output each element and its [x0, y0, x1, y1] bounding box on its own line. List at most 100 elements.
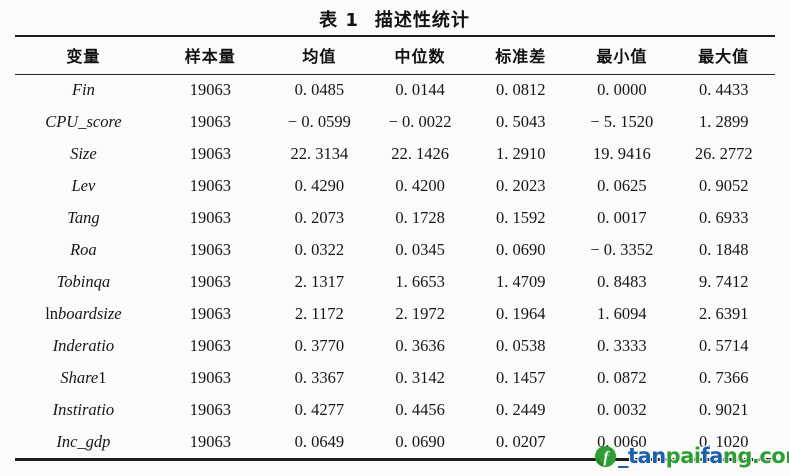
- table-row: Inc_gdp 19063 0. 0649 0. 0690 0. 0207 0. 0060…: [15, 426, 775, 458]
- value-cell: 19063: [189, 80, 231, 100]
- value-cell: 0. 8483: [597, 272, 647, 291]
- value-cell: 0. 2073: [294, 208, 345, 227]
- table-row: Fin 19063 0. 0485 0. 0144 0. 0812 0. 0000 0. 4…: [15, 74, 775, 106]
- variable-name-segment: boardsize: [58, 304, 122, 323]
- value-cell: 0. 1848: [698, 240, 749, 259]
- value-cell: 1. 2910: [496, 144, 546, 163]
- value-cell: 0. 0625: [597, 176, 647, 195]
- value-cell: 0. 0649: [294, 432, 345, 451]
- column-header: 均值: [302, 47, 337, 67]
- value-cell: 0. 7366: [698, 368, 749, 387]
- variable-cell: Inc_gdp: [15, 426, 152, 458]
- value-cell: 0. 1457: [496, 368, 546, 387]
- value-cell: 0. 0322: [294, 240, 345, 259]
- table-number: 表 1: [319, 10, 359, 31]
- watermark-text: _tanpaifang.com: [618, 444, 789, 468]
- value-cell: 1. 4709: [496, 272, 546, 291]
- column-header: 变量: [66, 47, 101, 67]
- table-header-row: 变量 样本量 均值 中位数 标准差 最小值 最大值: [15, 37, 775, 74]
- variable-name-segment: Tobinqa: [56, 272, 111, 291]
- value-cell: 26. 2772: [694, 144, 753, 163]
- variable-name-segment: Tang: [67, 208, 100, 227]
- value-cell: 19063: [189, 144, 231, 163]
- column-header: 标准差: [495, 47, 547, 67]
- value-cell: 0. 0538: [496, 336, 546, 355]
- value-cell: 19063: [189, 208, 231, 227]
- value-cell: 19063: [189, 400, 231, 419]
- value-cell: 0. 3770: [294, 336, 345, 355]
- value-cell: 1. 2899: [698, 112, 749, 131]
- watermark-segment: ng.com: [722, 444, 789, 468]
- value-cell: 2. 6391: [698, 304, 749, 323]
- column-header: 最小值: [596, 47, 648, 67]
- variable-cell: Instiratio: [15, 394, 152, 426]
- value-cell: 0. 4200: [395, 176, 445, 195]
- table-row: Size 19063 22. 3134 22. 1426 1. 2910 19. 9416…: [15, 138, 775, 170]
- value-cell: 0. 0017: [597, 208, 647, 227]
- value-cell: 19. 9416: [592, 144, 651, 163]
- variable-cell: Tang: [15, 202, 152, 234]
- variable-name-segment: Lev: [71, 176, 96, 195]
- variable-name-segment: Share: [60, 368, 99, 387]
- value-cell: 0. 5714: [698, 336, 749, 355]
- value-cell: 0. 3367: [294, 368, 345, 387]
- value-cell: 0. 9021: [698, 400, 749, 419]
- table-row: Instiratio 19063 0. 4277 0. 4456 0. 2449 0. 0…: [15, 394, 775, 426]
- value-cell: 9. 7412: [698, 272, 749, 291]
- value-cell: 19063: [189, 272, 231, 291]
- value-cell: 0. 0690: [496, 240, 546, 259]
- value-cell: 0. 6933: [698, 208, 749, 227]
- variable-cell: Size: [15, 138, 152, 170]
- watermark-segment: fa: [700, 444, 724, 468]
- value-cell: 0. 0345: [395, 240, 445, 259]
- value-cell: − 5. 1520: [590, 112, 654, 131]
- value-cell: 0. 1592: [496, 208, 546, 227]
- variable-cell: Fin: [15, 74, 152, 106]
- table-title: 表 1 描述性统计: [0, 6, 789, 32]
- svg-text:f: f: [603, 448, 610, 465]
- variable-name-segment: Instiratio: [52, 400, 115, 419]
- table-row: lnboardsize 19063 2. 1172 2. 1972 0. 1964 1. …: [15, 298, 775, 330]
- variable-name-segment: Inc_gdp: [56, 432, 111, 451]
- value-cell: 0. 3636: [395, 336, 445, 355]
- value-cell: 0. 0690: [395, 432, 445, 451]
- variable-name-segment: CPU_score: [45, 112, 122, 131]
- value-cell: − 0. 0599: [287, 112, 351, 131]
- value-cell: 1. 6094: [597, 304, 647, 323]
- table-row: Inderatio 19063 0. 3770 0. 3636 0. 0538 0. 33…: [15, 330, 775, 362]
- value-cell: 19063: [189, 432, 231, 451]
- value-cell: 0. 9052: [698, 176, 749, 195]
- variable-name-segment: ln: [45, 304, 59, 323]
- table-title-text: 描述性统计: [374, 10, 470, 31]
- value-cell: 0. 0872: [597, 368, 647, 387]
- variable-cell: CPU_score: [15, 106, 152, 138]
- value-cell: 0. 0000: [597, 80, 647, 100]
- watermark-segment: _tan: [618, 444, 666, 468]
- variable-cell: Lev: [15, 170, 152, 202]
- value-cell: 19063: [189, 336, 231, 355]
- descriptive-stats-table: 变量 样本量 均值 中位数 标准差 最小值 最大值 Fin 19063 0. 0485 0. 01…: [15, 35, 775, 461]
- variable-cell: Tobinqa: [15, 266, 152, 298]
- value-cell: 0. 1964: [496, 304, 546, 323]
- value-cell: 19063: [189, 112, 231, 131]
- column-header: 样本量: [184, 47, 236, 67]
- value-cell: 0. 1020: [698, 432, 749, 451]
- value-cell: 0. 0207: [496, 432, 546, 451]
- value-cell: 0. 4290: [294, 176, 345, 195]
- value-cell: 0. 4433: [698, 80, 749, 100]
- value-cell: 0. 3333: [597, 336, 647, 355]
- value-cell: 19063: [189, 240, 231, 259]
- value-cell: 2. 1972: [395, 304, 445, 323]
- watermark: f _tanpaifang.com: [594, 444, 789, 468]
- column-header: 中位数: [394, 47, 446, 67]
- table-row: Share1 19063 0. 3367 0. 3142 0. 1457 0. 0872 0…: [15, 362, 775, 394]
- value-cell: 0. 1728: [395, 208, 445, 227]
- value-cell: 2. 1172: [294, 304, 344, 323]
- variable-cell: Roa: [15, 234, 152, 266]
- value-cell: 1. 6653: [395, 272, 445, 291]
- variable-name-segment: 1: [98, 368, 107, 387]
- variable-name-segment: Fin: [71, 80, 95, 100]
- table-row: Tobinqa 19063 2. 1317 1. 6653 1. 4709 0. 8483…: [15, 266, 775, 298]
- value-cell: 0. 3142: [395, 368, 445, 387]
